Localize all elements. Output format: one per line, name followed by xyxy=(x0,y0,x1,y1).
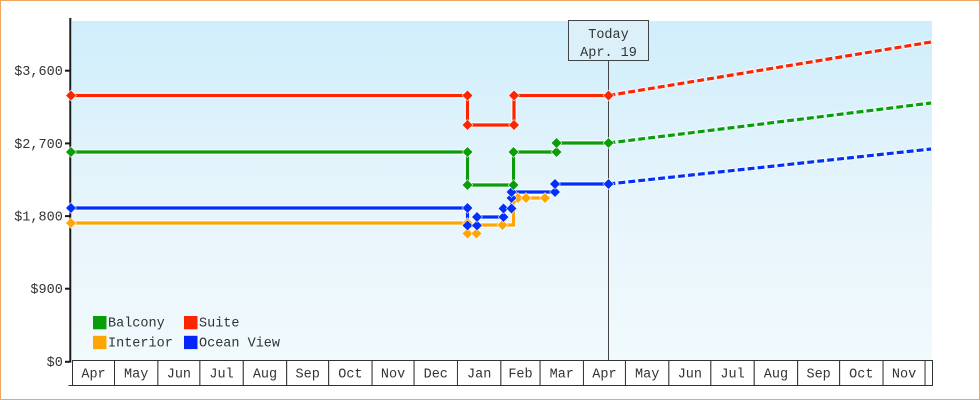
svg-text:Today: Today xyxy=(588,28,629,43)
svg-text:Mar: Mar xyxy=(550,368,574,383)
svg-text:$1,800: $1,800 xyxy=(14,211,63,226)
svg-text:$3,600: $3,600 xyxy=(14,65,63,80)
svg-text:$2,700: $2,700 xyxy=(14,138,63,153)
svg-text:Feb: Feb xyxy=(508,368,532,383)
svg-text:May: May xyxy=(635,368,659,383)
svg-text:Nov: Nov xyxy=(892,368,916,383)
svg-text:Jun: Jun xyxy=(678,368,702,383)
svg-text:Jan: Jan xyxy=(467,368,491,383)
svg-text:Aug: Aug xyxy=(253,368,277,383)
svg-text:Dec: Dec xyxy=(424,368,448,383)
svg-text:Balcony: Balcony xyxy=(108,317,165,332)
svg-text:Ocean View: Ocean View xyxy=(199,336,280,351)
svg-text:Apr: Apr xyxy=(81,368,105,383)
svg-text:$0: $0 xyxy=(47,356,63,371)
svg-text:Suite: Suite xyxy=(199,317,240,332)
svg-text:Apr: Apr xyxy=(592,368,616,383)
svg-text:Jun: Jun xyxy=(167,368,191,383)
svg-text:Jul: Jul xyxy=(720,368,744,383)
svg-text:Sep: Sep xyxy=(296,368,320,383)
svg-text:Jul: Jul xyxy=(209,368,233,383)
svg-text:Oct: Oct xyxy=(338,368,362,383)
svg-text:Sep: Sep xyxy=(806,368,830,383)
svg-text:Nov: Nov xyxy=(381,368,405,383)
svg-text:Oct: Oct xyxy=(849,368,873,383)
svg-text:Apr. 19: Apr. 19 xyxy=(580,46,637,61)
svg-text:$900: $900 xyxy=(30,283,62,298)
svg-text:Interior: Interior xyxy=(108,336,173,351)
svg-text:May: May xyxy=(124,368,148,383)
svg-text:Aug: Aug xyxy=(764,368,788,383)
